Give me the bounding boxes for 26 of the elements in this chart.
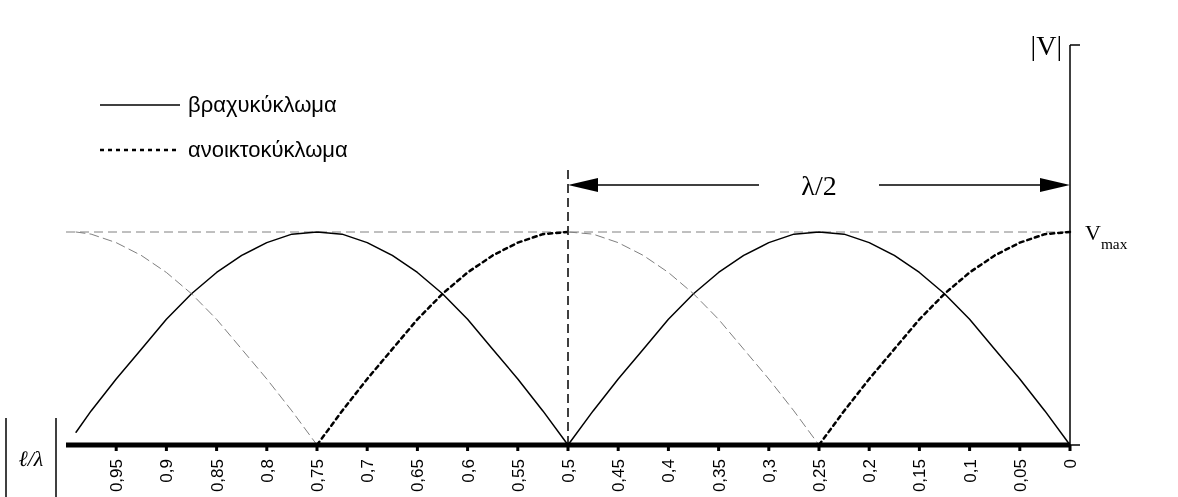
x-tick-label: 0,5 (559, 459, 578, 483)
text: λ/2 (801, 170, 837, 201)
x-tick-label: 0,6 (458, 459, 478, 483)
x-tick-label: 0,25 (810, 459, 829, 493)
legend-label: ανοικτοκύκλωμα (188, 137, 349, 162)
x-tick-label: 0,15 (910, 459, 930, 493)
x-tick-label: 0,65 (408, 459, 428, 493)
x-tick-label: 0 (1061, 459, 1080, 469)
x-tick-label: 0,7 (358, 459, 378, 483)
x-tick-label: 0,8 (257, 459, 277, 483)
x-tick-label: 0,9 (157, 459, 177, 483)
x-axis-title: ℓ/λ (18, 446, 44, 471)
legend-label: βραχυκύκλωμα (188, 92, 338, 117)
x-tick-label: 0,75 (308, 459, 327, 493)
x-tick-label: 0,05 (1010, 459, 1030, 493)
text: |V| (1030, 30, 1062, 61)
x-tick-label: 0,85 (207, 459, 227, 493)
x-tick-label: 0,2 (860, 459, 880, 483)
x-tick-label: 0,95 (107, 459, 127, 493)
x-tick-label: 0,4 (659, 459, 679, 483)
x-tick-label: 0,3 (759, 459, 779, 483)
x-tick-label: 0,35 (709, 459, 729, 493)
x-tick-label: 0,45 (609, 459, 629, 493)
ref-line-label: V$_{max}$ (1085, 220, 1128, 252)
x-tick-label: 0,1 (960, 459, 980, 483)
x-tick-label: 0,55 (508, 459, 528, 493)
